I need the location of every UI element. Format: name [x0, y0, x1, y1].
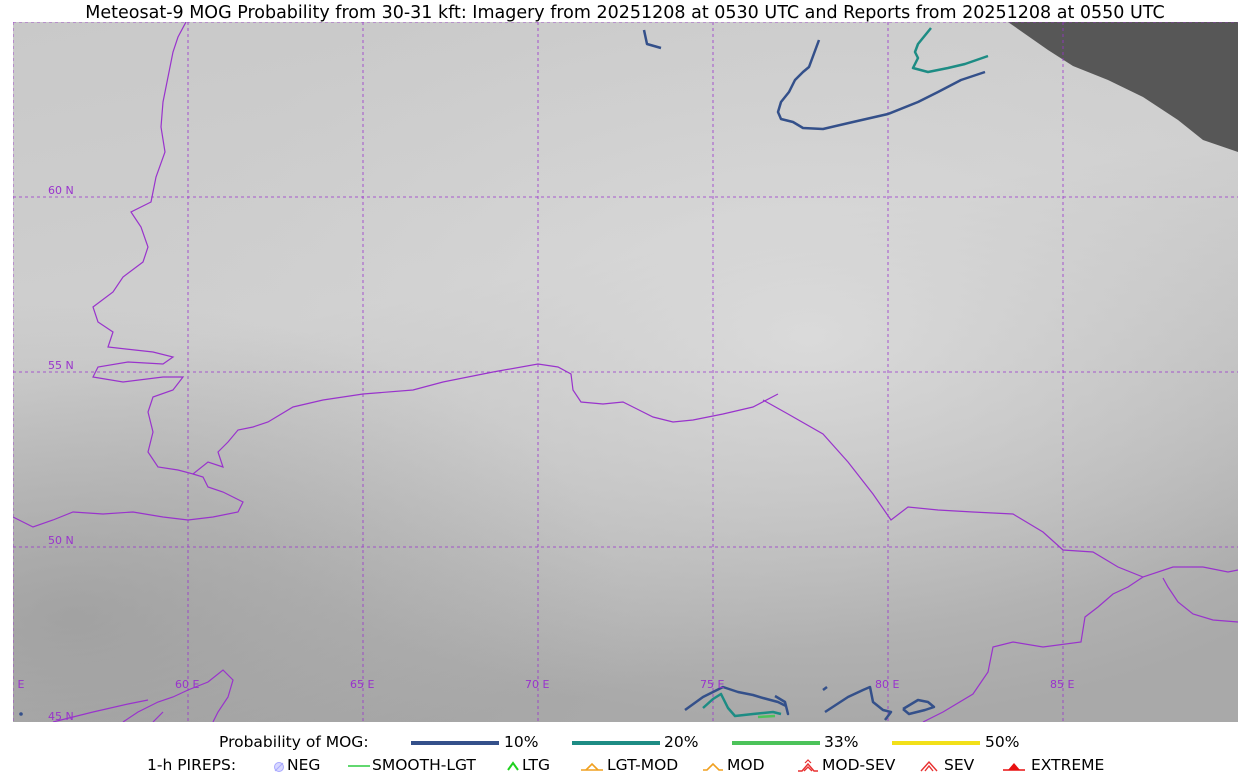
contour-10-percent — [822, 686, 828, 691]
smooth-line-icon — [348, 765, 370, 767]
pirep-extreme-label: EXTREME — [1031, 756, 1105, 774]
contour-10-percent — [902, 698, 936, 716]
mod-caret-icon — [703, 762, 723, 771]
probability-legend-label: Probability of MOG: — [219, 733, 369, 751]
contour-10-percent — [684, 685, 790, 716]
lat-label-45n: 45 N — [48, 710, 74, 722]
swatch-20-percent — [572, 741, 660, 745]
label-20-percent: 20% — [664, 733, 699, 751]
country-borders — [13, 22, 1238, 722]
pirep-mod-sev-label: MOD-SEV — [822, 756, 896, 774]
pirep-ltg-label: LTG — [522, 756, 550, 774]
lon-label-65e: 65 E — [350, 678, 374, 691]
pirep-lgt-mod-label: LGT-MOD — [607, 756, 679, 774]
swatch-33-percent — [732, 741, 820, 745]
swatch-50-percent — [892, 741, 980, 745]
lgt-mod-caret-icon — [581, 762, 603, 771]
extreme-caret-icon — [1003, 763, 1025, 771]
pirep-smooth-lgt-label: SMOOTH-LGT — [372, 756, 476, 774]
lon-label-80e: 80 E — [875, 678, 899, 691]
swatch-10-percent — [411, 741, 499, 745]
label-33-percent: 33% — [824, 733, 859, 751]
label-10-percent: 10% — [504, 733, 539, 751]
pirep-neg-label: NEG — [287, 756, 321, 774]
mog-probability-contours — [642, 27, 989, 721]
pirep-legend: 1-h PIREPS: NEG SMOOTH-LGT LTG LGT-MOD M… — [0, 756, 1250, 778]
lat-label-60n: 60 N — [48, 184, 74, 197]
lat-lon-grid — [13, 22, 1238, 722]
pirep-sev-label: SEV — [944, 756, 975, 774]
lon-label-55e: 55 E — [13, 678, 24, 691]
mod-sev-caret-icon — [798, 759, 818, 772]
neg-circle-icon — [274, 762, 284, 772]
lat-label-55n: 55 N — [48, 359, 74, 372]
ltg-caret-icon — [507, 761, 519, 771]
lon-label-60e: 60 E — [175, 678, 199, 691]
contour-10-percent — [824, 685, 893, 721]
lon-label-70e: 70 E — [525, 678, 549, 691]
probability-legend: Probability of MOG: 10% 20% 33% 50% — [0, 733, 1250, 755]
lat-label-50n: 50 N — [48, 534, 74, 547]
sev-caret-icon — [920, 760, 938, 772]
contour-10-percent — [776, 39, 986, 131]
contour-20-percent — [702, 692, 782, 718]
map-title: Meteosat-9 MOG Probability from 30-31 kf… — [85, 3, 1165, 23]
lon-label-85e: 85 E — [1050, 678, 1074, 691]
pirep-mod-label: MOD — [727, 756, 765, 774]
satellite-map: 60 N 55 N 50 N 45 N 55 E 60 E 65 E 70 E … — [13, 22, 1238, 722]
pirep-legend-label: 1-h PIREPS: — [147, 756, 237, 774]
contour-20-percent — [911, 27, 989, 74]
lon-label-75e: 75 E — [700, 678, 724, 691]
label-50-percent: 50% — [985, 733, 1020, 751]
pirep-neg-marker — [19, 712, 23, 716]
contour-10-percent — [642, 29, 662, 50]
no-data-region — [1008, 22, 1238, 152]
contour-33-percent — [757, 714, 776, 719]
